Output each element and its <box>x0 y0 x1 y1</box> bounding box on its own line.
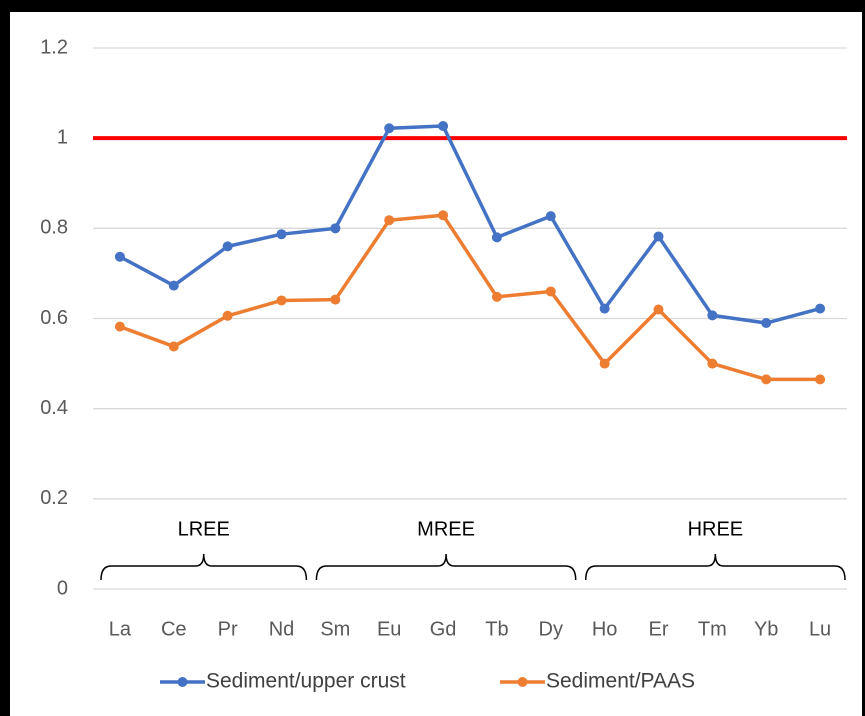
data-point <box>114 321 125 332</box>
data-point <box>545 286 556 297</box>
y-tick-label: 0.6 <box>40 307 68 329</box>
data-point <box>761 374 772 385</box>
y-tick-label: 0.4 <box>40 397 68 419</box>
x-tick-label: Tb <box>485 618 508 640</box>
data-point <box>653 304 664 315</box>
data-point <box>438 210 449 221</box>
legend-marker <box>517 677 528 687</box>
data-point <box>653 231 664 242</box>
data-point <box>330 294 341 305</box>
data-point <box>276 229 287 240</box>
x-tick-label: Lu <box>809 618 831 640</box>
data-point <box>222 310 233 321</box>
group-label: MREE <box>417 518 475 540</box>
x-tick-label: Sm <box>320 618 350 640</box>
x-tick-label: Nd <box>269 618 295 640</box>
y-tick-label: 0 <box>57 577 68 599</box>
data-point <box>384 123 395 134</box>
x-tick-label: Gd <box>430 618 457 640</box>
group-brace <box>584 553 846 581</box>
data-point <box>599 303 610 314</box>
y-tick-label: 1 <box>57 126 68 148</box>
data-point <box>168 280 179 291</box>
y-tick-label: 1.2 <box>40 36 68 58</box>
data-point <box>761 318 772 329</box>
x-tick-label: Eu <box>377 618 401 640</box>
data-point <box>114 251 125 262</box>
x-tick-label: Ce <box>161 618 187 640</box>
data-point <box>168 341 179 352</box>
legend-label: Sediment/upper crust <box>206 670 406 693</box>
x-tick-label: La <box>109 618 132 640</box>
data-point <box>815 374 826 385</box>
x-tick-label: Ho <box>592 618 618 640</box>
group-label: LREE <box>178 518 230 540</box>
data-point <box>599 358 610 369</box>
data-point <box>491 291 502 302</box>
x-tick-label: Pr <box>218 618 238 640</box>
data-point <box>545 211 556 222</box>
y-tick-label: 0.8 <box>40 217 68 239</box>
data-point <box>707 358 718 369</box>
series-line <box>119 124 821 325</box>
data-point <box>384 215 395 226</box>
group-brace <box>100 553 308 581</box>
data-point <box>491 232 502 243</box>
data-point <box>276 295 287 306</box>
legend-label: Sediment/PAAS <box>546 670 695 693</box>
data-point <box>707 310 718 321</box>
legend-marker <box>177 677 188 687</box>
x-tick-label: Tm <box>698 618 727 640</box>
data-point <box>438 120 449 131</box>
series-line <box>119 213 821 382</box>
data-point <box>330 223 341 234</box>
y-tick-label: 0.2 <box>40 487 68 509</box>
group-brace <box>315 553 577 581</box>
group-label: HREE <box>688 518 744 540</box>
x-tick-label: Er <box>649 618 669 640</box>
x-tick-label: Dy <box>539 618 563 640</box>
data-point <box>815 303 826 314</box>
x-tick-label: Yb <box>754 618 778 640</box>
plot-background <box>10 12 862 716</box>
data-point <box>222 241 233 252</box>
